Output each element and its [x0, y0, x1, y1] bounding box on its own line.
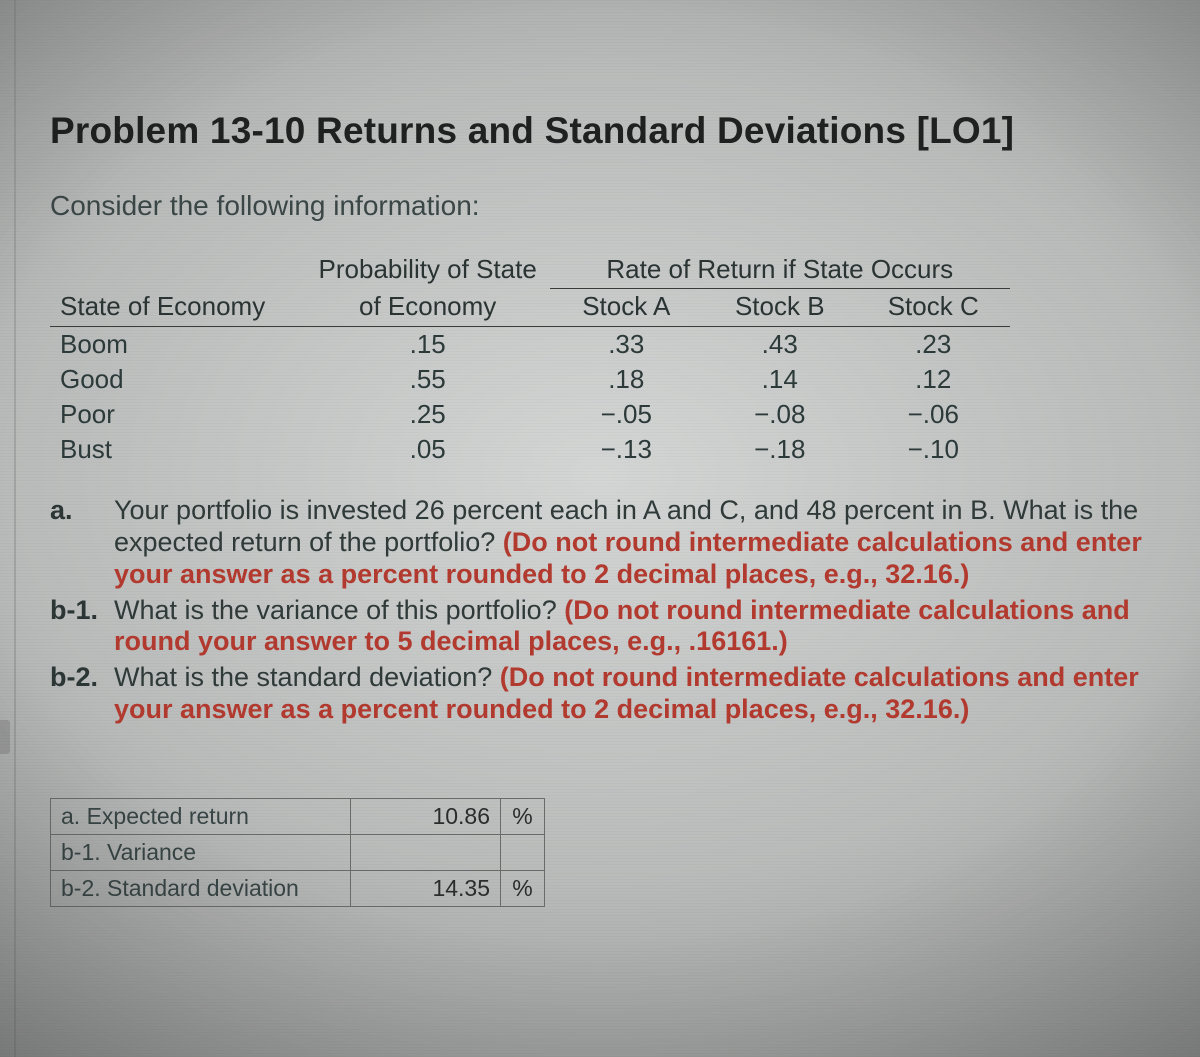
answer-row: b-2. Standard deviation 14.35 % — [51, 871, 545, 907]
cell-prob: .05 — [306, 432, 550, 467]
col-prob: of Economy — [306, 289, 550, 327]
q-label: b-1. — [50, 595, 114, 659]
question-list: a. Your portfolio is invested 26 percent… — [50, 495, 1160, 726]
cell-b: .43 — [703, 327, 856, 363]
cell-state: Poor — [50, 397, 306, 432]
table-row: Good .55 .18 .14 .12 — [50, 362, 1010, 397]
answer-unit — [501, 835, 545, 871]
q-label: a. — [50, 495, 114, 591]
answer-label: a. Expected return — [51, 799, 351, 835]
problem-title: Problem 13-10 Returns and Standard Devia… — [50, 110, 1160, 152]
cell-prob: .15 — [306, 327, 550, 363]
table-row: Poor .25 −.05 −.08 −.06 — [50, 397, 1010, 432]
table-row: Boom .15 .33 .43 .23 — [50, 327, 1010, 363]
q-label: b-2. — [50, 662, 114, 726]
q-plain: What is the standard deviation? — [114, 662, 500, 692]
cell-b: .14 — [703, 362, 856, 397]
cell-a: .33 — [550, 327, 703, 363]
answer-value[interactable]: 10.86 — [351, 799, 501, 835]
answer-value[interactable]: 14.35 — [351, 871, 501, 907]
answer-unit: % — [501, 871, 545, 907]
cell-prob: .25 — [306, 397, 550, 432]
col-state: State of Economy — [50, 289, 306, 327]
cell-c: .12 — [856, 362, 1010, 397]
cell-state: Boom — [50, 327, 306, 363]
answer-unit: % — [501, 799, 545, 835]
returns-table: Probability of State Rate of Return if S… — [50, 252, 1010, 467]
answer-label: b-1. Variance — [51, 835, 351, 871]
cell-c: .23 — [856, 327, 1010, 363]
q-text: Your portfolio is invested 26 percent ea… — [114, 495, 1160, 591]
lead-text: Consider the following information: — [50, 190, 1160, 222]
cell-c: −.10 — [856, 432, 1010, 467]
col-prob-top: Probability of State — [316, 254, 540, 285]
cell-b: −.18 — [703, 432, 856, 467]
q-text: What is the variance of this portfolio? … — [114, 595, 1160, 659]
cell-prob: .55 — [306, 362, 550, 397]
q-plain: What is the variance of this portfolio? — [114, 595, 564, 625]
answer-label: b-2. Standard deviation — [51, 871, 351, 907]
cell-c: −.06 — [856, 397, 1010, 432]
answer-grid: a. Expected return 10.86 % b-1. Variance… — [50, 798, 545, 907]
col-stock-b: Stock B — [703, 289, 856, 327]
cell-state: Good — [50, 362, 306, 397]
cell-a: −.05 — [550, 397, 703, 432]
cell-b: −.08 — [703, 397, 856, 432]
col-stock-c: Stock C — [856, 289, 1010, 327]
col-stock-a: Stock A — [550, 289, 703, 327]
cell-state: Bust — [50, 432, 306, 467]
answer-value[interactable] — [351, 835, 501, 871]
answer-row: a. Expected return 10.86 % — [51, 799, 545, 835]
table-row: Bust .05 −.13 −.18 −.10 — [50, 432, 1010, 467]
cell-a: .18 — [550, 362, 703, 397]
answer-row: b-1. Variance — [51, 835, 545, 871]
page-edge-nub — [0, 720, 10, 754]
col-rate-span: Rate of Return if State Occurs — [550, 252, 1010, 289]
q-text: What is the standard deviation? (Do not … — [114, 662, 1160, 726]
cell-a: −.13 — [550, 432, 703, 467]
